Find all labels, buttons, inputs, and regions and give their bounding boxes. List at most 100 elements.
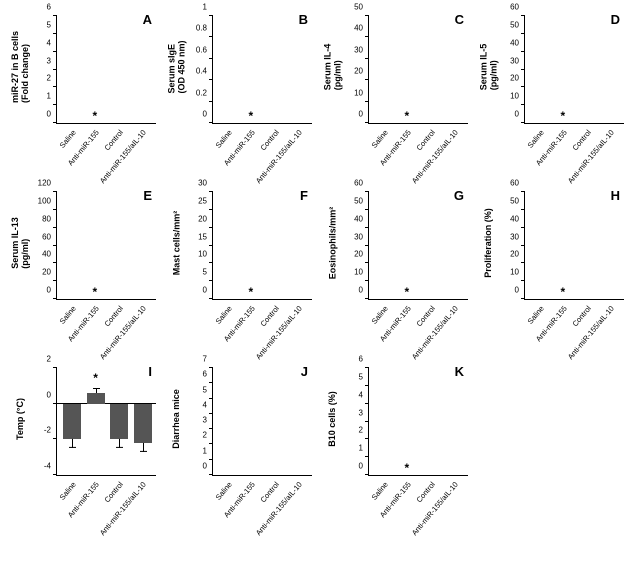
- x-tick-label: Control: [570, 128, 592, 152]
- y-axis-label: Serum sIgE(OD 450 nm): [166, 10, 186, 124]
- ytick-label: 5: [359, 372, 363, 381]
- x-tick-label: Control: [414, 480, 436, 504]
- x-axis-labels: SalineAnti-miR-155ControlAnti-miR-155/aI…: [212, 126, 312, 180]
- x-tick-label: Saline: [213, 304, 233, 326]
- ytick-label: 1: [47, 92, 51, 101]
- bars-container: *: [369, 16, 468, 123]
- chart-area: 0123456*: [56, 16, 156, 124]
- ytick-label: 40: [42, 250, 51, 259]
- chart-area: 0123456*: [368, 368, 468, 476]
- ytick-label: 0.6: [196, 45, 207, 54]
- x-tick-label: Saline: [525, 128, 545, 150]
- x-tick-label: Saline: [369, 304, 389, 326]
- chart-area: 020406080100120*: [56, 192, 156, 300]
- ytick-label: 1: [203, 446, 207, 455]
- ytick-label: 50: [354, 3, 363, 12]
- ytick-label: 10: [354, 268, 363, 277]
- x-tick-label: Saline: [213, 128, 233, 150]
- ytick-label: 4: [47, 38, 51, 47]
- bars-container: *: [57, 192, 156, 299]
- chart-area: 00.20.40.60.81*: [212, 16, 312, 124]
- ytick-label: 6: [203, 370, 207, 379]
- panel-D: DSerum IL-5(pg/ml)0102030405060*SalineAn…: [478, 10, 630, 180]
- ytick-label: 30: [198, 179, 207, 188]
- x-axis-labels: SalineAnti-miR-155ControlAnti-miR-155/aI…: [524, 126, 624, 180]
- ytick-label: 50: [510, 20, 519, 29]
- ytick-label: 4: [359, 390, 363, 399]
- ytick-label: 0: [203, 110, 207, 119]
- significance-star: *: [405, 461, 410, 475]
- ytick-label: 80: [42, 214, 51, 223]
- ytick-label: 60: [510, 3, 519, 12]
- ytick-label: 5: [47, 20, 51, 29]
- significance-star: *: [93, 371, 98, 385]
- ytick-label: 1: [359, 444, 363, 453]
- y-axis-label: Serum IL-13(pg/ml): [10, 186, 30, 300]
- ytick-label: 10: [510, 92, 519, 101]
- y-axis-label: Serum IL-5(pg/ml): [478, 10, 498, 124]
- significance-star: *: [405, 109, 410, 123]
- bars-container: *: [213, 16, 312, 123]
- ytick-label: 10: [510, 268, 519, 277]
- ytick-label: 0.8: [196, 24, 207, 33]
- x-axis-labels: SalineAnti-miR-155ControlAnti-miR-155/aI…: [368, 302, 468, 356]
- x-tick-label: Control: [414, 128, 436, 152]
- ytick-label: 20: [42, 268, 51, 277]
- x-tick-label: Control: [414, 304, 436, 328]
- bars-container: *: [213, 192, 312, 299]
- ytick-label: 7: [203, 355, 207, 364]
- x-axis-labels: SalineAnti-miR-155ControlAnti-miR-155/aI…: [524, 302, 624, 356]
- ytick-label: 2: [47, 74, 51, 83]
- panel-A: AmiR-27 in B cells(Fold change)0123456*S…: [10, 10, 162, 180]
- significance-star: *: [93, 285, 98, 299]
- bars-container: *: [369, 368, 468, 475]
- ytick-label: 0: [47, 390, 51, 399]
- panel-I: ITemp (°C)-4-202*SalineAnti-miR-155Contr…: [10, 362, 162, 532]
- ytick-label: 0: [359, 462, 363, 471]
- chart-area: 0102030405060*: [368, 192, 468, 300]
- ytick-label: 100: [38, 196, 51, 205]
- ytick-label: 3: [47, 56, 51, 65]
- panel-grid: AmiR-27 in B cells(Fold change)0123456*S…: [10, 10, 630, 532]
- y-axis-label: Diarrhea mice: [166, 362, 186, 476]
- x-axis-labels: SalineAnti-miR-155ControlAnti-miR-155/aI…: [368, 126, 468, 180]
- significance-star: *: [93, 109, 98, 123]
- y-axis-label: Serum IL-4(pg/ml): [322, 10, 342, 124]
- panel-H: HProliferation (%)0102030405060*SalineAn…: [478, 186, 630, 356]
- ytick-label: 5: [203, 268, 207, 277]
- x-tick-label: Control: [570, 304, 592, 328]
- x-axis-labels: SalineAnti-miR-155ControlAnti-miR-155/aI…: [56, 478, 156, 532]
- panel-E: ESerum IL-13(pg/ml)020406080100120*Salin…: [10, 186, 162, 356]
- x-tick-label: Saline: [57, 480, 77, 502]
- ytick-label: 40: [510, 38, 519, 47]
- x-tick-label: Control: [258, 304, 280, 328]
- ytick-label: 6: [359, 355, 363, 364]
- ytick-label: 120: [38, 179, 51, 188]
- x-tick-label: Saline: [213, 480, 233, 502]
- y-axis-label: miR-27 in B cells(Fold change): [10, 10, 30, 124]
- x-axis-labels: SalineAnti-miR-155ControlAnti-miR-155/aI…: [368, 478, 468, 532]
- ytick-label: 0.4: [196, 67, 207, 76]
- ytick-label: 0: [203, 286, 207, 295]
- bar: [134, 368, 152, 475]
- x-tick-label: Saline: [57, 304, 77, 326]
- ytick-label: -4: [44, 462, 51, 471]
- ytick-label: 0: [47, 110, 51, 119]
- chart-area: 0102030405060*: [524, 192, 624, 300]
- ytick-label: 60: [510, 179, 519, 188]
- x-tick-label: Control: [102, 128, 124, 152]
- bar: [63, 368, 81, 475]
- ytick-label: 20: [354, 250, 363, 259]
- x-tick-label: Saline: [57, 128, 77, 150]
- ytick-label: 2: [359, 426, 363, 435]
- x-tick-label: Saline: [525, 304, 545, 326]
- ytick-label: 2: [47, 355, 51, 364]
- ytick-label: 15: [198, 232, 207, 241]
- bars-container: *: [525, 16, 624, 123]
- bars-container: *: [57, 368, 156, 475]
- ytick-label: 0: [47, 286, 51, 295]
- y-axis-label: Proliferation (%): [478, 186, 498, 300]
- panel-B: BSerum sIgE(OD 450 nm)00.20.40.60.81*Sal…: [166, 10, 318, 180]
- chart-area: 051015202530*: [212, 192, 312, 300]
- ytick-label: 1: [203, 3, 207, 12]
